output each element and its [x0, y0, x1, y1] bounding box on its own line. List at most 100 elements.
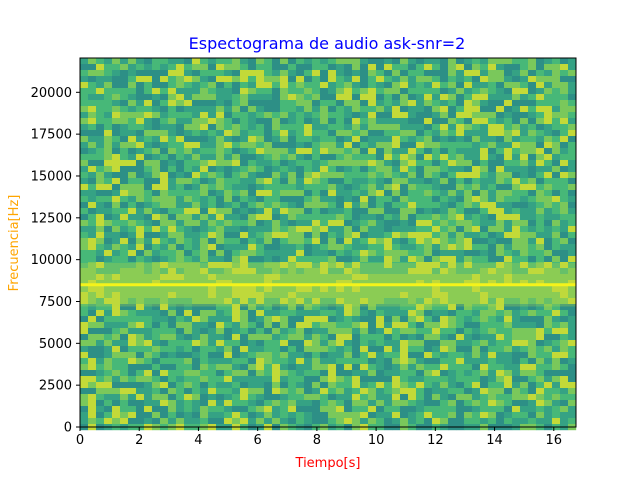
spectrogram-cell [328, 190, 337, 197]
spectrogram-cell [168, 142, 177, 149]
spectrogram-cell [560, 394, 569, 401]
spectrogram-cell [192, 304, 201, 311]
spectrogram-cell [408, 184, 417, 191]
spectrogram-cell [216, 322, 225, 329]
spectrogram-cell [224, 352, 233, 359]
spectrogram-cell [104, 238, 113, 245]
spectrogram-cell [264, 298, 273, 305]
spectrogram-cell [328, 322, 337, 329]
spectrogram-cell [456, 406, 465, 413]
spectrogram-cell [440, 244, 449, 251]
spectrogram-cell [128, 112, 137, 119]
spectrogram-cell [272, 226, 281, 233]
spectrogram-cell [288, 112, 297, 119]
spectrogram-cell [264, 142, 273, 149]
spectrogram-cell [472, 190, 481, 197]
spectrogram-cell [464, 328, 473, 335]
spectrogram-cell [464, 370, 473, 377]
spectrogram-cell [288, 250, 297, 257]
spectrogram-cell [472, 250, 481, 257]
spectrogram-cell [200, 142, 209, 149]
spectrogram-cell [288, 166, 297, 173]
spectrogram-cell [160, 286, 169, 293]
spectrogram-cell [520, 268, 529, 275]
spectrogram-cell [376, 148, 385, 155]
spectrogram-cell [112, 412, 121, 419]
spectrogram-cell [136, 268, 145, 275]
spectrogram-cell [216, 262, 225, 269]
spectrogram-cell [128, 202, 137, 209]
spectrogram-cell [304, 256, 313, 263]
spectrogram-cell [80, 70, 89, 77]
spectrogram-cell [200, 88, 209, 95]
spectrogram-cell [504, 292, 513, 299]
spectrogram-cell [240, 394, 249, 401]
spectrogram-cell [432, 220, 441, 227]
spectrogram-cell [320, 268, 329, 275]
spectrogram-cell [408, 370, 417, 377]
spectrogram-cell [536, 370, 545, 377]
spectrogram-cell [168, 94, 177, 101]
spectrogram-cell [216, 352, 225, 359]
spectrogram-cell [480, 154, 489, 161]
spectrogram-cell [504, 286, 513, 293]
spectrogram-cell [240, 214, 249, 221]
spectrogram-cell [512, 382, 521, 389]
spectrogram-cell [448, 118, 457, 125]
spectrogram-cell [544, 94, 553, 101]
spectrogram-cell [272, 340, 281, 347]
spectrogram-cell [520, 214, 529, 221]
spectrogram-cell [104, 64, 113, 71]
spectrogram-cell [112, 208, 121, 215]
spectrogram-cell [136, 322, 145, 329]
spectrogram-cell [384, 244, 393, 251]
spectrogram-cell [472, 166, 481, 173]
spectrogram-cell [504, 310, 513, 317]
spectrogram-cell [184, 346, 193, 353]
spectrogram-cell [392, 214, 401, 221]
spectrogram-cell [112, 292, 121, 299]
spectrogram-cell [144, 328, 153, 335]
spectrogram-cell [440, 118, 449, 125]
spectrogram-cell [392, 184, 401, 191]
spectrogram-cell [320, 388, 329, 395]
spectrogram-cell [352, 334, 361, 341]
spectrogram-cell [520, 376, 529, 383]
spectrogram-cell [184, 376, 193, 383]
spectrogram-cell [432, 172, 441, 179]
spectrogram-cell [568, 124, 577, 131]
spectrogram-cell [336, 352, 345, 359]
spectrogram-cell [472, 394, 481, 401]
spectrogram-cell [320, 88, 329, 95]
spectrogram-cell [88, 292, 97, 299]
spectrogram-cell [216, 202, 225, 209]
spectrogram-cell [208, 262, 217, 269]
spectrogram-cell [288, 226, 297, 233]
spectrogram-cell [312, 418, 321, 425]
spectrogram-cell [232, 124, 241, 131]
spectrogram-cell [96, 148, 105, 155]
spectrogram-cell [312, 376, 321, 383]
spectrogram-cell [480, 184, 489, 191]
spectrogram-cell [376, 166, 385, 173]
spectrogram-cell [296, 94, 305, 101]
spectrogram-cell [184, 418, 193, 425]
spectrogram-cell [176, 76, 185, 83]
spectrogram-cell [312, 82, 321, 89]
spectrogram-cell [248, 142, 257, 149]
spectrogram-cell [192, 220, 201, 227]
spectrogram-cell [544, 388, 553, 395]
spectrogram-cell [296, 418, 305, 425]
spectrogram-cell [368, 328, 377, 335]
spectrogram-cell [528, 262, 537, 269]
spectrogram-cell [440, 418, 449, 425]
spectrogram-cell [248, 118, 257, 125]
spectrogram-cell [176, 274, 185, 281]
spectrogram-cell [96, 94, 105, 101]
spectrogram-cell [272, 154, 281, 161]
spectrogram-cell [360, 238, 369, 245]
spectrogram-cell [352, 160, 361, 167]
spectrogram-cell [336, 370, 345, 377]
spectrogram-cell [112, 166, 121, 173]
